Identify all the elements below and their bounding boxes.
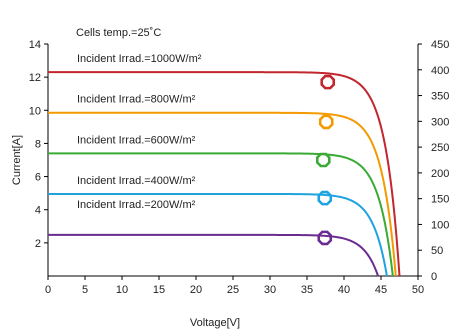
x-tick-label: 40 [338,284,350,296]
series-label: Incident Irrad.=400W/m² [77,175,196,187]
series-label: Incident Irrad.=200W/m² [77,199,196,211]
series-line [48,233,379,277]
y-tick-label: 6 [35,172,41,184]
x-axis-title: Voltage[V] [190,317,240,329]
x-tick-label: 15 [153,284,165,296]
y-tick-label: 14 [29,39,41,51]
mpp-marker [317,230,333,246]
y2-tick-label: 350 [431,91,449,103]
mpp-marker [317,190,333,206]
y2-tick-label: 400 [431,65,449,77]
y2-tick-label: 0 [431,271,437,283]
y2-tick-label: 450 [431,39,449,51]
y-tick-label: 10 [29,105,41,117]
y2-tick-label: 300 [431,116,449,128]
x-tick-label: 45 [375,284,387,296]
labels: Incident Irrad.=1000W/m² Incident Irrad.=… [77,53,202,211]
x-tick-label: 10 [116,284,128,296]
x-tick-label: 0 [45,284,51,296]
axes: 0 5 10 15 20 25 30 35 40 45 50 2 4 6 8 10 12 14 0 50 100 150 2… [29,39,450,296]
y-axis-title: Current[A] [11,135,23,185]
y2-tick-label: 50 [431,245,443,257]
series-label: Incident Irrad.=800W/m² [77,94,196,106]
x-tick-label: 20 [190,284,202,296]
mpp-marker [318,114,334,130]
y-tick-label: 4 [35,205,41,217]
y2-tick-label: 200 [431,168,449,180]
series-label: Incident Irrad.=600W/m² [77,134,196,146]
mpp-marker [315,152,331,168]
y-tick-label: 12 [29,72,41,84]
temperature-annotation: Cells temp.=25˚C [76,27,161,39]
x-tick-label: 25 [227,284,239,296]
curves [48,71,401,277]
x-tick-label: 30 [264,284,276,296]
y2-tick-label: 100 [431,219,449,231]
series-line [48,111,397,277]
x-tick-label: 50 [412,284,424,296]
y2-tick-label: 250 [431,142,449,154]
series-label: Incident Irrad.=1000W/m² [77,53,202,65]
x-tick-label: 5 [82,284,88,296]
y-tick-label: 8 [35,138,41,150]
mpp-marker [320,74,336,90]
y-tick-label: 2 [35,238,41,250]
series-line [48,71,401,277]
series-line [48,152,394,277]
x-tick-label: 35 [301,284,313,296]
y2-tick-label: 150 [431,194,449,206]
